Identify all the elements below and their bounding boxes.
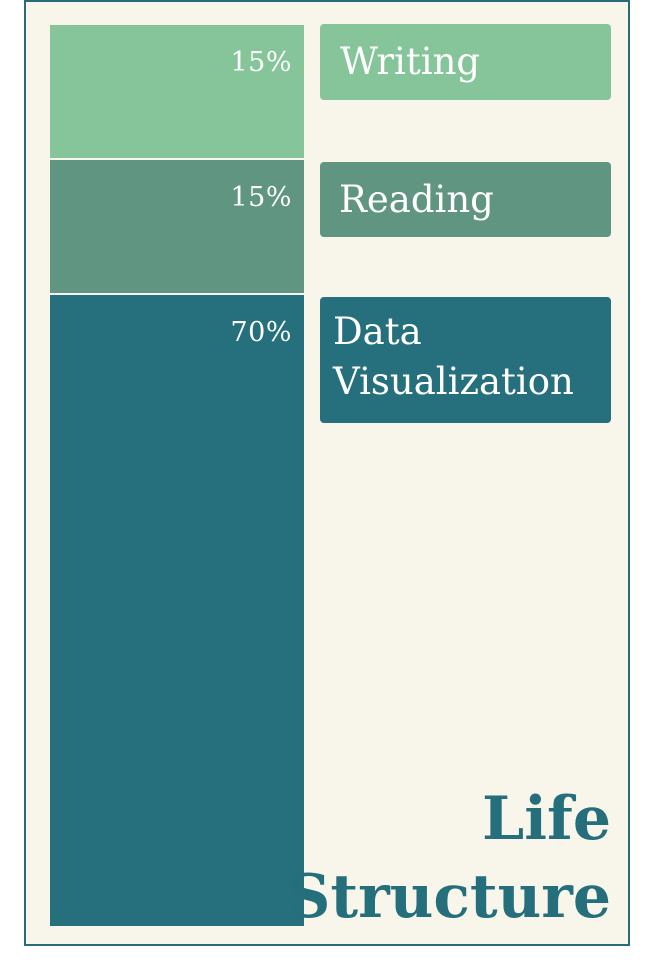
legend-label: Reading [339, 178, 494, 221]
bar-data-label: 15% [230, 47, 292, 78]
stacked-bar: 15% 15% 70% [50, 25, 304, 926]
chart-title-line: Structure [287, 862, 611, 932]
chart-title-line: Life [482, 784, 611, 854]
chart-title: Life Structure [287, 780, 611, 936]
bar-data-label: 15% [230, 182, 292, 214]
bar-segment-writing: 15% [50, 25, 304, 161]
legend-label: Writing [340, 40, 481, 83]
legend-item-writing: Writing [320, 24, 611, 100]
bar-segment-reading: 15% [50, 160, 304, 296]
bar-segment-data-visualization: 70% [50, 295, 304, 926]
legend-item-reading: Reading [320, 162, 611, 237]
legend-item-data-visualization: Data Visualization [320, 297, 611, 423]
bar-data-label: 70% [230, 317, 292, 349]
legend-label: Data Visualization [333, 310, 574, 403]
